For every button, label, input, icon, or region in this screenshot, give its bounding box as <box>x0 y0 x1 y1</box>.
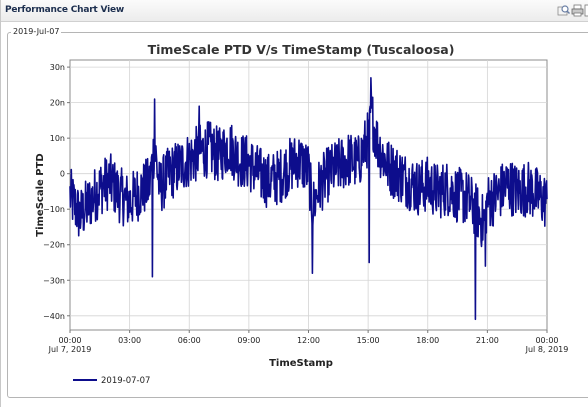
x-tick-label: 06:00 <box>178 336 201 345</box>
group-label: 2019-Jul-07 <box>11 27 62 36</box>
export-icon[interactable] <box>584 4 588 17</box>
y-tick-label: 20n <box>50 99 65 108</box>
print-icon[interactable] <box>571 4 584 17</box>
panel-title: Performance Chart View <box>5 5 124 15</box>
x-tick-sublabel: Jul 8, 2019 <box>525 345 569 354</box>
y-tick-label: 30n <box>50 63 65 72</box>
panel-header: Performance Chart View <box>1 0 588 22</box>
x-tick-label: 00:00 <box>58 336 81 345</box>
series-line <box>69 77 548 321</box>
y-tick-label: −30n <box>43 276 65 285</box>
chart-title: TimeScale PTD V/s TimeStamp (Tuscaloosa) <box>148 42 455 57</box>
y-axis-label: TimeScale PTD <box>35 153 46 236</box>
x-tick-label: 21:00 <box>476 336 499 345</box>
y-ticks: 30n 20n 10n 0 −10n −20n −30n −40n <box>43 63 70 321</box>
legend-entry: 2019-07-07 <box>101 376 150 386</box>
y-tick-label: 0 <box>60 170 65 179</box>
x-tick-label: 12:00 <box>297 336 320 345</box>
x-tick-label: 00:00 <box>535 336 558 345</box>
legend[interactable]: 2019-07-07 <box>73 376 150 386</box>
x-tick-label: 03:00 <box>118 336 141 345</box>
y-tick-label: −10n <box>43 205 65 214</box>
chart-group-box <box>7 32 588 398</box>
x-tick-label: 09:00 <box>237 336 260 345</box>
y-tick-label: −40n <box>43 312 65 321</box>
x-tick-label: 18:00 <box>416 336 439 345</box>
x-tick-label: 15:00 <box>357 336 380 345</box>
x-tick-sublabel: Jul 7, 2019 <box>48 345 92 354</box>
zoom-icon[interactable] <box>557 4 570 17</box>
y-tick-label: −20n <box>43 241 65 250</box>
y-tick-label: 10n <box>50 134 65 143</box>
x-axis-label: TimeStamp <box>269 358 333 369</box>
